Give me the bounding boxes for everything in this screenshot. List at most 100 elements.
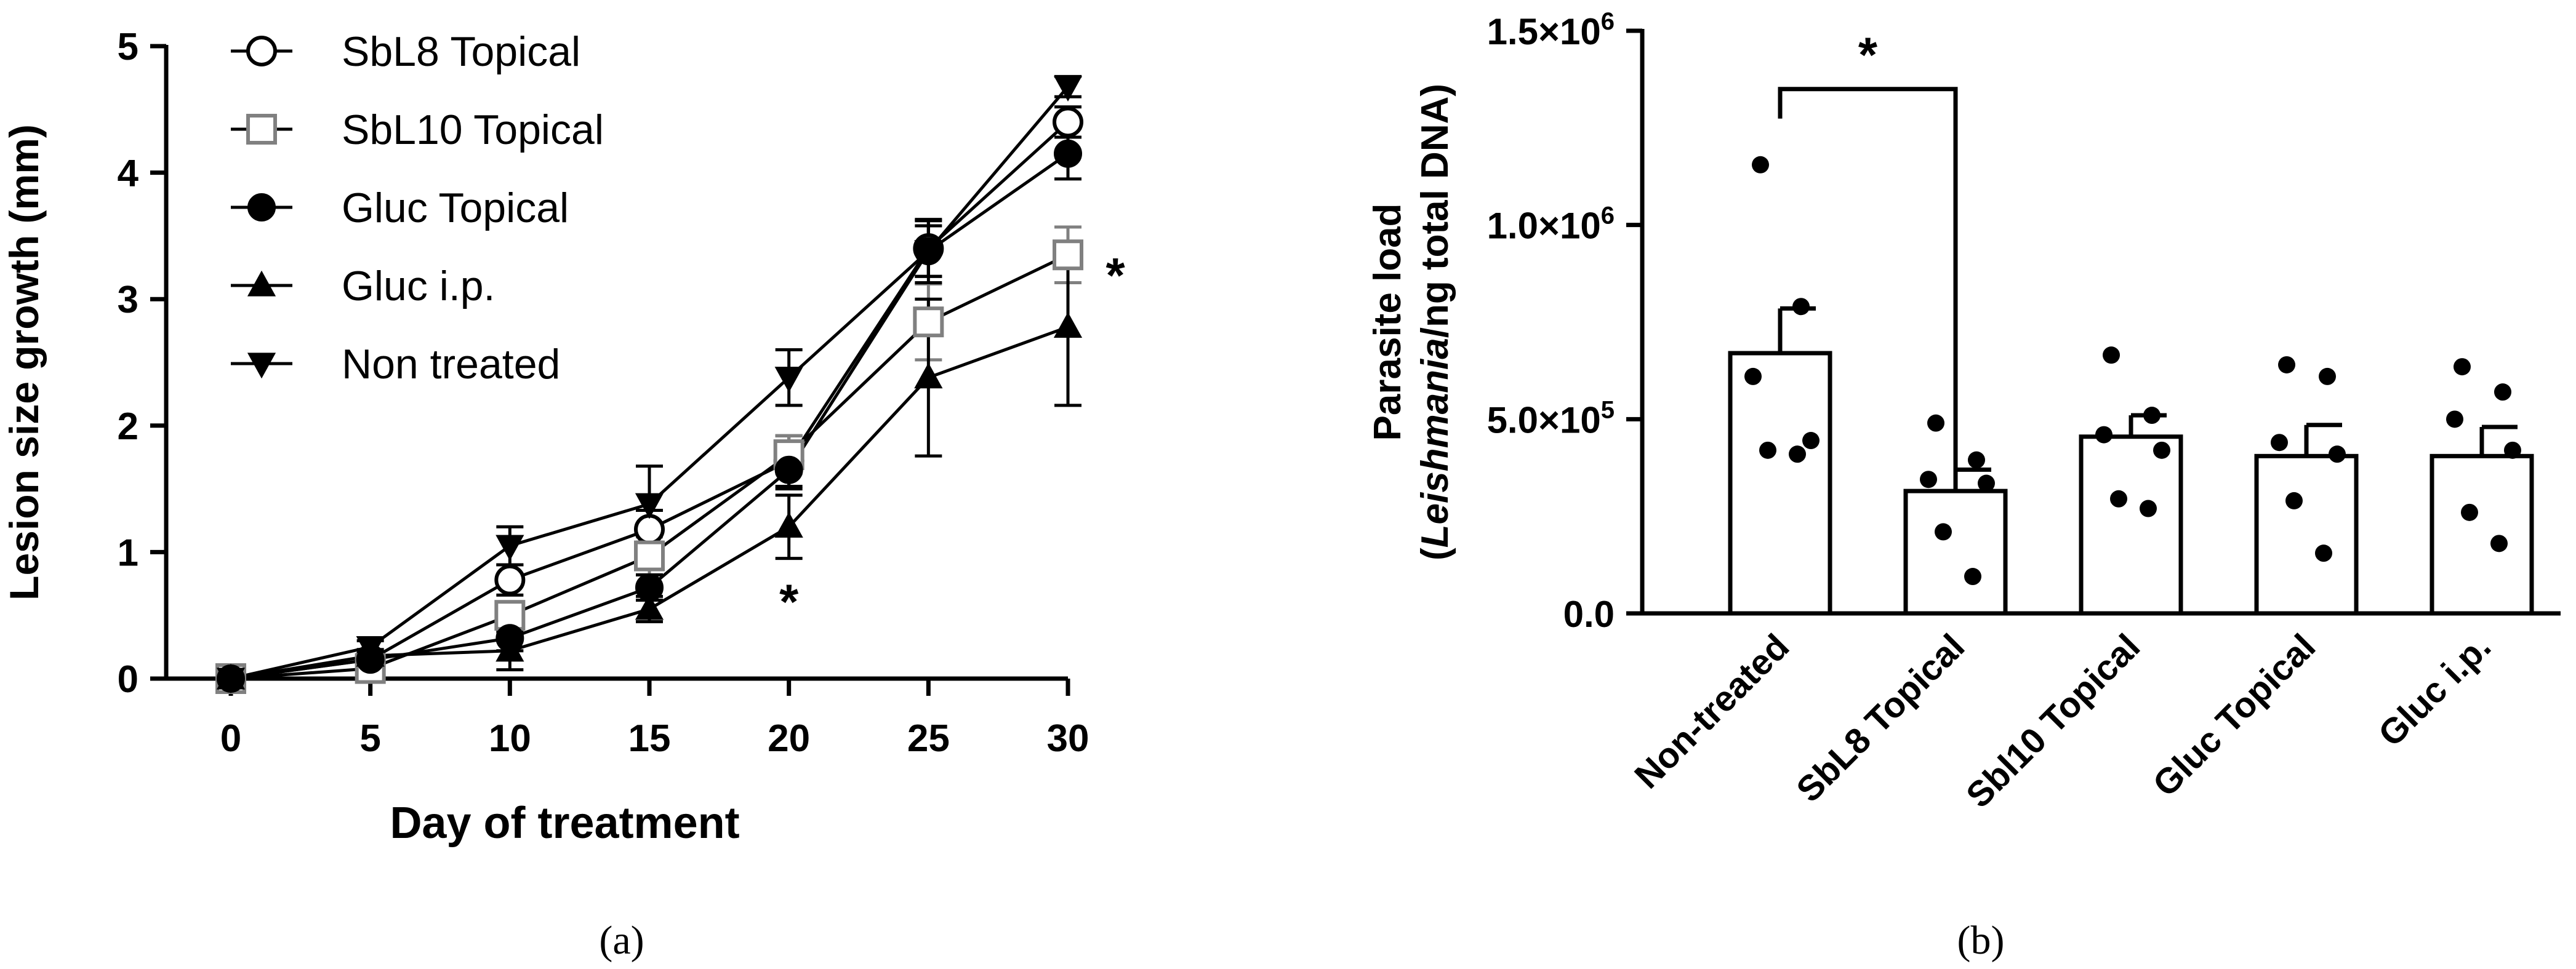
- x-tick-label: 20: [768, 717, 810, 760]
- bar: [1903, 488, 2008, 616]
- x-tick-label: 15: [628, 717, 671, 760]
- data-point: [1964, 568, 1981, 586]
- data-point: [2319, 367, 2336, 385]
- y-tick-label: 0.0: [1563, 594, 1615, 635]
- data-point: [2494, 383, 2511, 401]
- data-point: [1752, 156, 1769, 173]
- data-point: [2454, 358, 2471, 376]
- data-point: [2140, 500, 2157, 517]
- data-point: [2446, 410, 2463, 428]
- data-point: [1054, 139, 1082, 168]
- data-point: [634, 540, 665, 572]
- data-point: [1053, 76, 1083, 102]
- data-point: [635, 493, 664, 519]
- data-point: [494, 564, 526, 596]
- y-axis-title: Lesion size growth (mm): [1, 124, 47, 600]
- data-point: [1978, 474, 1995, 492]
- y-tick-label-base: 1.5×10: [1487, 11, 1601, 52]
- data-point: [216, 668, 246, 694]
- data-point: [1053, 106, 1083, 138]
- x-tick-label: 10: [489, 717, 531, 760]
- data-point: [774, 455, 803, 484]
- panel-label: (b): [1957, 918, 2005, 963]
- data-point: [1053, 239, 1083, 271]
- data-point: [2153, 441, 2170, 459]
- significance-marker: *: [1858, 28, 1878, 82]
- legend-marker: [247, 193, 276, 221]
- y-axis-title-part-post: /ng total DNA): [1414, 84, 1456, 338]
- data-point: [1935, 523, 1952, 541]
- data-point: [2143, 407, 2161, 425]
- y-tick-label: 3: [118, 279, 138, 321]
- x-tick-label: 30: [1047, 717, 1089, 760]
- data-point: [774, 512, 803, 538]
- y-tick-label: 4: [118, 153, 139, 195]
- data-point: [914, 240, 943, 266]
- data-point: [2504, 441, 2521, 459]
- legend-label: Gluc Topical: [342, 185, 569, 231]
- x-tick-label: 5: [359, 717, 380, 760]
- data-point: [496, 636, 524, 662]
- significance-marker: *: [779, 575, 799, 629]
- data-point: [914, 362, 943, 389]
- y-tick-label: 5.0×105: [1487, 396, 1615, 441]
- data-point: [1789, 445, 1806, 463]
- data-point: [1053, 312, 1083, 338]
- x-tick-label: 25: [907, 717, 950, 760]
- data-point: [634, 514, 665, 545]
- legend-marker: [246, 114, 277, 145]
- legend-label: Non treated: [342, 341, 560, 388]
- panel-label: (a): [599, 918, 644, 963]
- y-tick-label-exponent: 5: [1601, 396, 1615, 423]
- legend-marker: [247, 353, 276, 379]
- category-label: Gluc i.p.: [2370, 626, 2498, 754]
- x-axis-title: Day of treatment: [390, 799, 739, 848]
- bar: [1728, 351, 1832, 616]
- bar: [2079, 434, 2183, 616]
- data-point: [2271, 434, 2288, 452]
- data-point: [774, 367, 803, 393]
- line-chart-panel: 0 1 2 3 4 5 0 5 10 15 20 25 30 Day of treatment Lesion…: [1, 26, 1125, 963]
- data-point: [1968, 451, 1985, 469]
- bar: [2254, 453, 2359, 616]
- y-tick-label-exponent: 6: [1601, 8, 1615, 35]
- data-point: [2278, 356, 2295, 373]
- y-axis-title-part-pre: (: [1414, 548, 1456, 560]
- category-label: SbL8 Topical: [1789, 626, 1972, 810]
- category-label: Gluc Topical: [2145, 626, 2323, 804]
- data-point: [2490, 535, 2508, 552]
- y-tick-label: 1.5×106: [1487, 8, 1615, 52]
- data-point: [2103, 346, 2120, 364]
- category-label: Non-treated: [1627, 626, 1797, 796]
- y-tick-label: 5: [118, 26, 138, 68]
- y-axis-title-line2: (Leishmania/ng total DNA): [1414, 84, 1456, 560]
- x-tick-label: 0: [220, 717, 241, 760]
- data-point: [1792, 298, 1810, 316]
- y-axis-title-part-italic: Leishmania: [1414, 338, 1456, 548]
- data-point: [2315, 544, 2332, 562]
- data-point: [2329, 445, 2346, 463]
- data-point: [1744, 367, 1762, 385]
- significance-marker: *: [1105, 248, 1125, 303]
- y-tick-label-base: 1.0×10: [1487, 205, 1601, 247]
- data-point: [356, 636, 385, 662]
- data-point: [1927, 414, 1944, 432]
- data-point: [2461, 503, 2478, 521]
- y-tick-label: 0: [118, 658, 138, 701]
- data-point: [2285, 492, 2303, 509]
- data-point: [1802, 432, 1820, 450]
- category-label: Sbl10 Topical: [1959, 626, 2148, 815]
- data-point: [496, 535, 524, 561]
- data-point: [1759, 441, 1776, 459]
- legend-label: SbL8 Topical: [342, 28, 580, 75]
- data-point: [913, 306, 944, 338]
- data-point: [2110, 490, 2127, 508]
- y-tick-label-exponent: 6: [1601, 202, 1615, 229]
- y-tick-label-base: 5.0×10: [1487, 399, 1601, 441]
- bar: [2430, 453, 2534, 616]
- data-point: [2095, 426, 2113, 444]
- data-point: [635, 594, 664, 620]
- data-point: [1920, 471, 1937, 488]
